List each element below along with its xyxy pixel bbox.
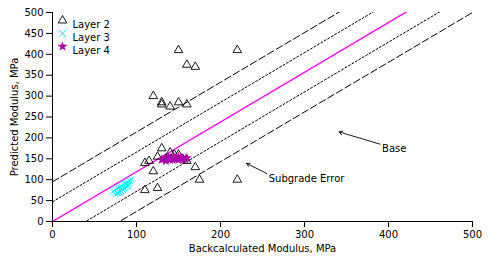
svg-text:Backcalculated Modulus, MPa: Backcalculated Modulus, MPa — [189, 243, 336, 254]
svg-text:300: 300 — [24, 90, 43, 101]
svg-text:150: 150 — [24, 153, 43, 164]
svg-text:250: 250 — [24, 111, 43, 122]
svg-text:50: 50 — [31, 195, 44, 206]
svg-text:200: 200 — [24, 132, 43, 143]
svg-text:500: 500 — [463, 229, 482, 240]
svg-text:300: 300 — [295, 229, 314, 240]
svg-text:400: 400 — [379, 229, 398, 240]
svg-text:500: 500 — [24, 7, 43, 18]
svg-text:Layer 2: Layer 2 — [73, 19, 110, 30]
svg-text:100: 100 — [24, 174, 43, 185]
svg-text:Subgrade Error: Subgrade Error — [269, 173, 346, 184]
svg-text:Layer 4: Layer 4 — [73, 45, 110, 56]
svg-text:0: 0 — [37, 216, 43, 227]
svg-text:400: 400 — [24, 49, 43, 60]
svg-text:Base: Base — [382, 143, 406, 154]
svg-text:100: 100 — [127, 229, 146, 240]
svg-text:350: 350 — [24, 69, 43, 80]
svg-text:Layer 3: Layer 3 — [73, 32, 110, 43]
svg-text:200: 200 — [211, 229, 230, 240]
svg-text:450: 450 — [24, 28, 43, 39]
svg-text:Predicted Modulus, MPa: Predicted Modulus, MPa — [9, 58, 20, 177]
svg-text:0: 0 — [49, 229, 55, 240]
